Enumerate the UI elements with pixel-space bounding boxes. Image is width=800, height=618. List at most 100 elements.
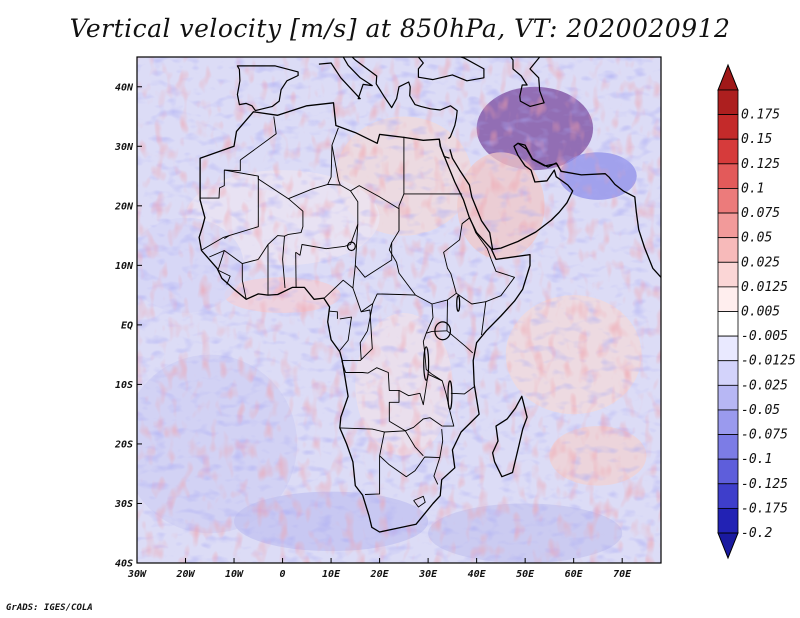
y-tick-label: 40N	[115, 82, 134, 93]
x-tick-label: 10W	[225, 569, 244, 580]
colorbar-swatch	[717, 458, 739, 485]
x-axis: 30W 20W 10W 0 10E 20E 30E 40E 50E 60E 70E	[127, 558, 632, 580]
colorbar-swatch	[717, 89, 739, 116]
colorbar-swatch	[717, 138, 739, 165]
country-border	[354, 224, 393, 278]
colorbar-swatch	[717, 360, 739, 386]
colorbar-swatch	[717, 311, 739, 337]
colorbar-label: -0.175	[741, 501, 788, 516]
x-tick-label: 20E	[370, 569, 390, 580]
colorbar-label: -0.075	[741, 428, 788, 443]
lake-outline	[346, 241, 356, 252]
colorbar-label: 0.005	[741, 305, 780, 320]
country-border	[404, 430, 424, 457]
x-tick-label: 70E	[613, 569, 632, 580]
colorbar-swatch	[717, 188, 739, 214]
country-border	[398, 373, 443, 406]
x-tick-label: 30E	[418, 569, 438, 580]
plot-area	[136, 56, 662, 564]
country-border	[439, 429, 444, 458]
country-border	[456, 292, 487, 336]
colorbar: 0.175 0.15 0.125 0.1 0.075 0.05 0.025 0.0125 0.0…	[717, 63, 796, 560]
colorbar-label: 0.1	[741, 181, 764, 196]
colorbar-swatch	[717, 114, 739, 140]
x-tick-label: 50E	[516, 569, 535, 580]
country-border	[422, 303, 434, 375]
map-frame	[136, 56, 662, 564]
country-border	[327, 127, 339, 185]
colorbar-label: -0.025	[741, 378, 788, 393]
colorbar-swatch	[717, 483, 739, 509]
y-tick-label: 20S	[114, 439, 133, 450]
iran-gulf-coastline	[517, 142, 563, 173]
x-tick-label: 0	[280, 569, 286, 580]
country-border	[339, 427, 406, 433]
x-tick-label: 10E	[322, 569, 341, 580]
country-border	[461, 217, 492, 260]
colorbar-swatch	[717, 409, 739, 435]
grads-credit: GrADS: IGES/COLA	[6, 603, 93, 613]
y-tick-label: 20N	[114, 201, 134, 212]
colorbar-label: -0.2	[741, 526, 772, 541]
y-tick-label: EQ	[121, 320, 133, 331]
colorbar-bottom-arrow	[717, 532, 739, 560]
country-border	[379, 455, 441, 485]
country-border	[359, 303, 374, 360]
country-border	[201, 235, 230, 251]
y-tick-label: 10S	[115, 380, 133, 391]
country-border	[446, 330, 474, 354]
x-tick-label: 40E	[468, 569, 487, 580]
y-tick-label: 40S	[115, 559, 133, 570]
country-border	[200, 160, 241, 199]
country-border	[341, 360, 400, 422]
geography-lines	[198, 57, 661, 533]
country-border	[282, 236, 286, 289]
country-border	[350, 190, 359, 245]
country-border	[450, 386, 475, 395]
colorbar-swatch	[717, 335, 739, 362]
colorbar-label: -0.1	[741, 452, 772, 467]
country-border	[389, 417, 443, 432]
north-med-coastline	[318, 57, 458, 140]
lake-outline	[456, 295, 461, 312]
country-border	[224, 169, 259, 239]
country-border	[485, 259, 515, 303]
country-border	[217, 250, 231, 285]
country-border	[323, 279, 354, 299]
colorbar-label: 0.175	[741, 108, 780, 123]
x-tick-label: 20W	[175, 569, 195, 580]
colorbar-label: 0.075	[741, 206, 780, 221]
x-tick-label: 60E	[565, 569, 584, 580]
lake-outline	[423, 346, 430, 381]
country-border	[364, 431, 385, 495]
colorbar-label: -0.0125	[741, 354, 796, 369]
colorbar-label: 0.125	[741, 157, 780, 172]
arabia-coastline	[449, 142, 661, 278]
y-tick-label: 10N	[115, 261, 134, 272]
colorbar-label: -0.005	[741, 329, 788, 344]
country-border	[331, 145, 341, 186]
colorbar-label: -0.125	[741, 477, 788, 492]
colorbar-swatch	[717, 286, 739, 312]
colorbar-swatch	[717, 212, 739, 239]
colorbar-label: 0.15	[741, 132, 772, 147]
y-axis: 40N 30N 20N 10N EQ 10S 20S 30S 40S	[114, 82, 142, 570]
y-tick-label: 30S	[114, 499, 133, 510]
colorbar-swatch	[717, 384, 739, 411]
colorbar-label: 0.0125	[741, 280, 788, 295]
lake-outline	[447, 380, 453, 411]
lake-outline	[434, 321, 452, 341]
iberia-coastline	[236, 65, 299, 112]
map-title: Vertical velocity [m/s] at 850hPa, VT: 2…	[69, 14, 731, 43]
field-noise-texture	[137, 57, 661, 563]
country-border	[295, 244, 351, 256]
colorbar-swatch	[717, 163, 739, 189]
country-border	[240, 116, 277, 161]
colorbar-label: 0.025	[741, 255, 780, 270]
colorbar-label: 0.05	[741, 231, 772, 246]
colorbar-swatch	[717, 434, 739, 460]
country-border	[341, 309, 373, 362]
country-border	[257, 176, 304, 260]
caspian-coastline	[510, 57, 545, 107]
